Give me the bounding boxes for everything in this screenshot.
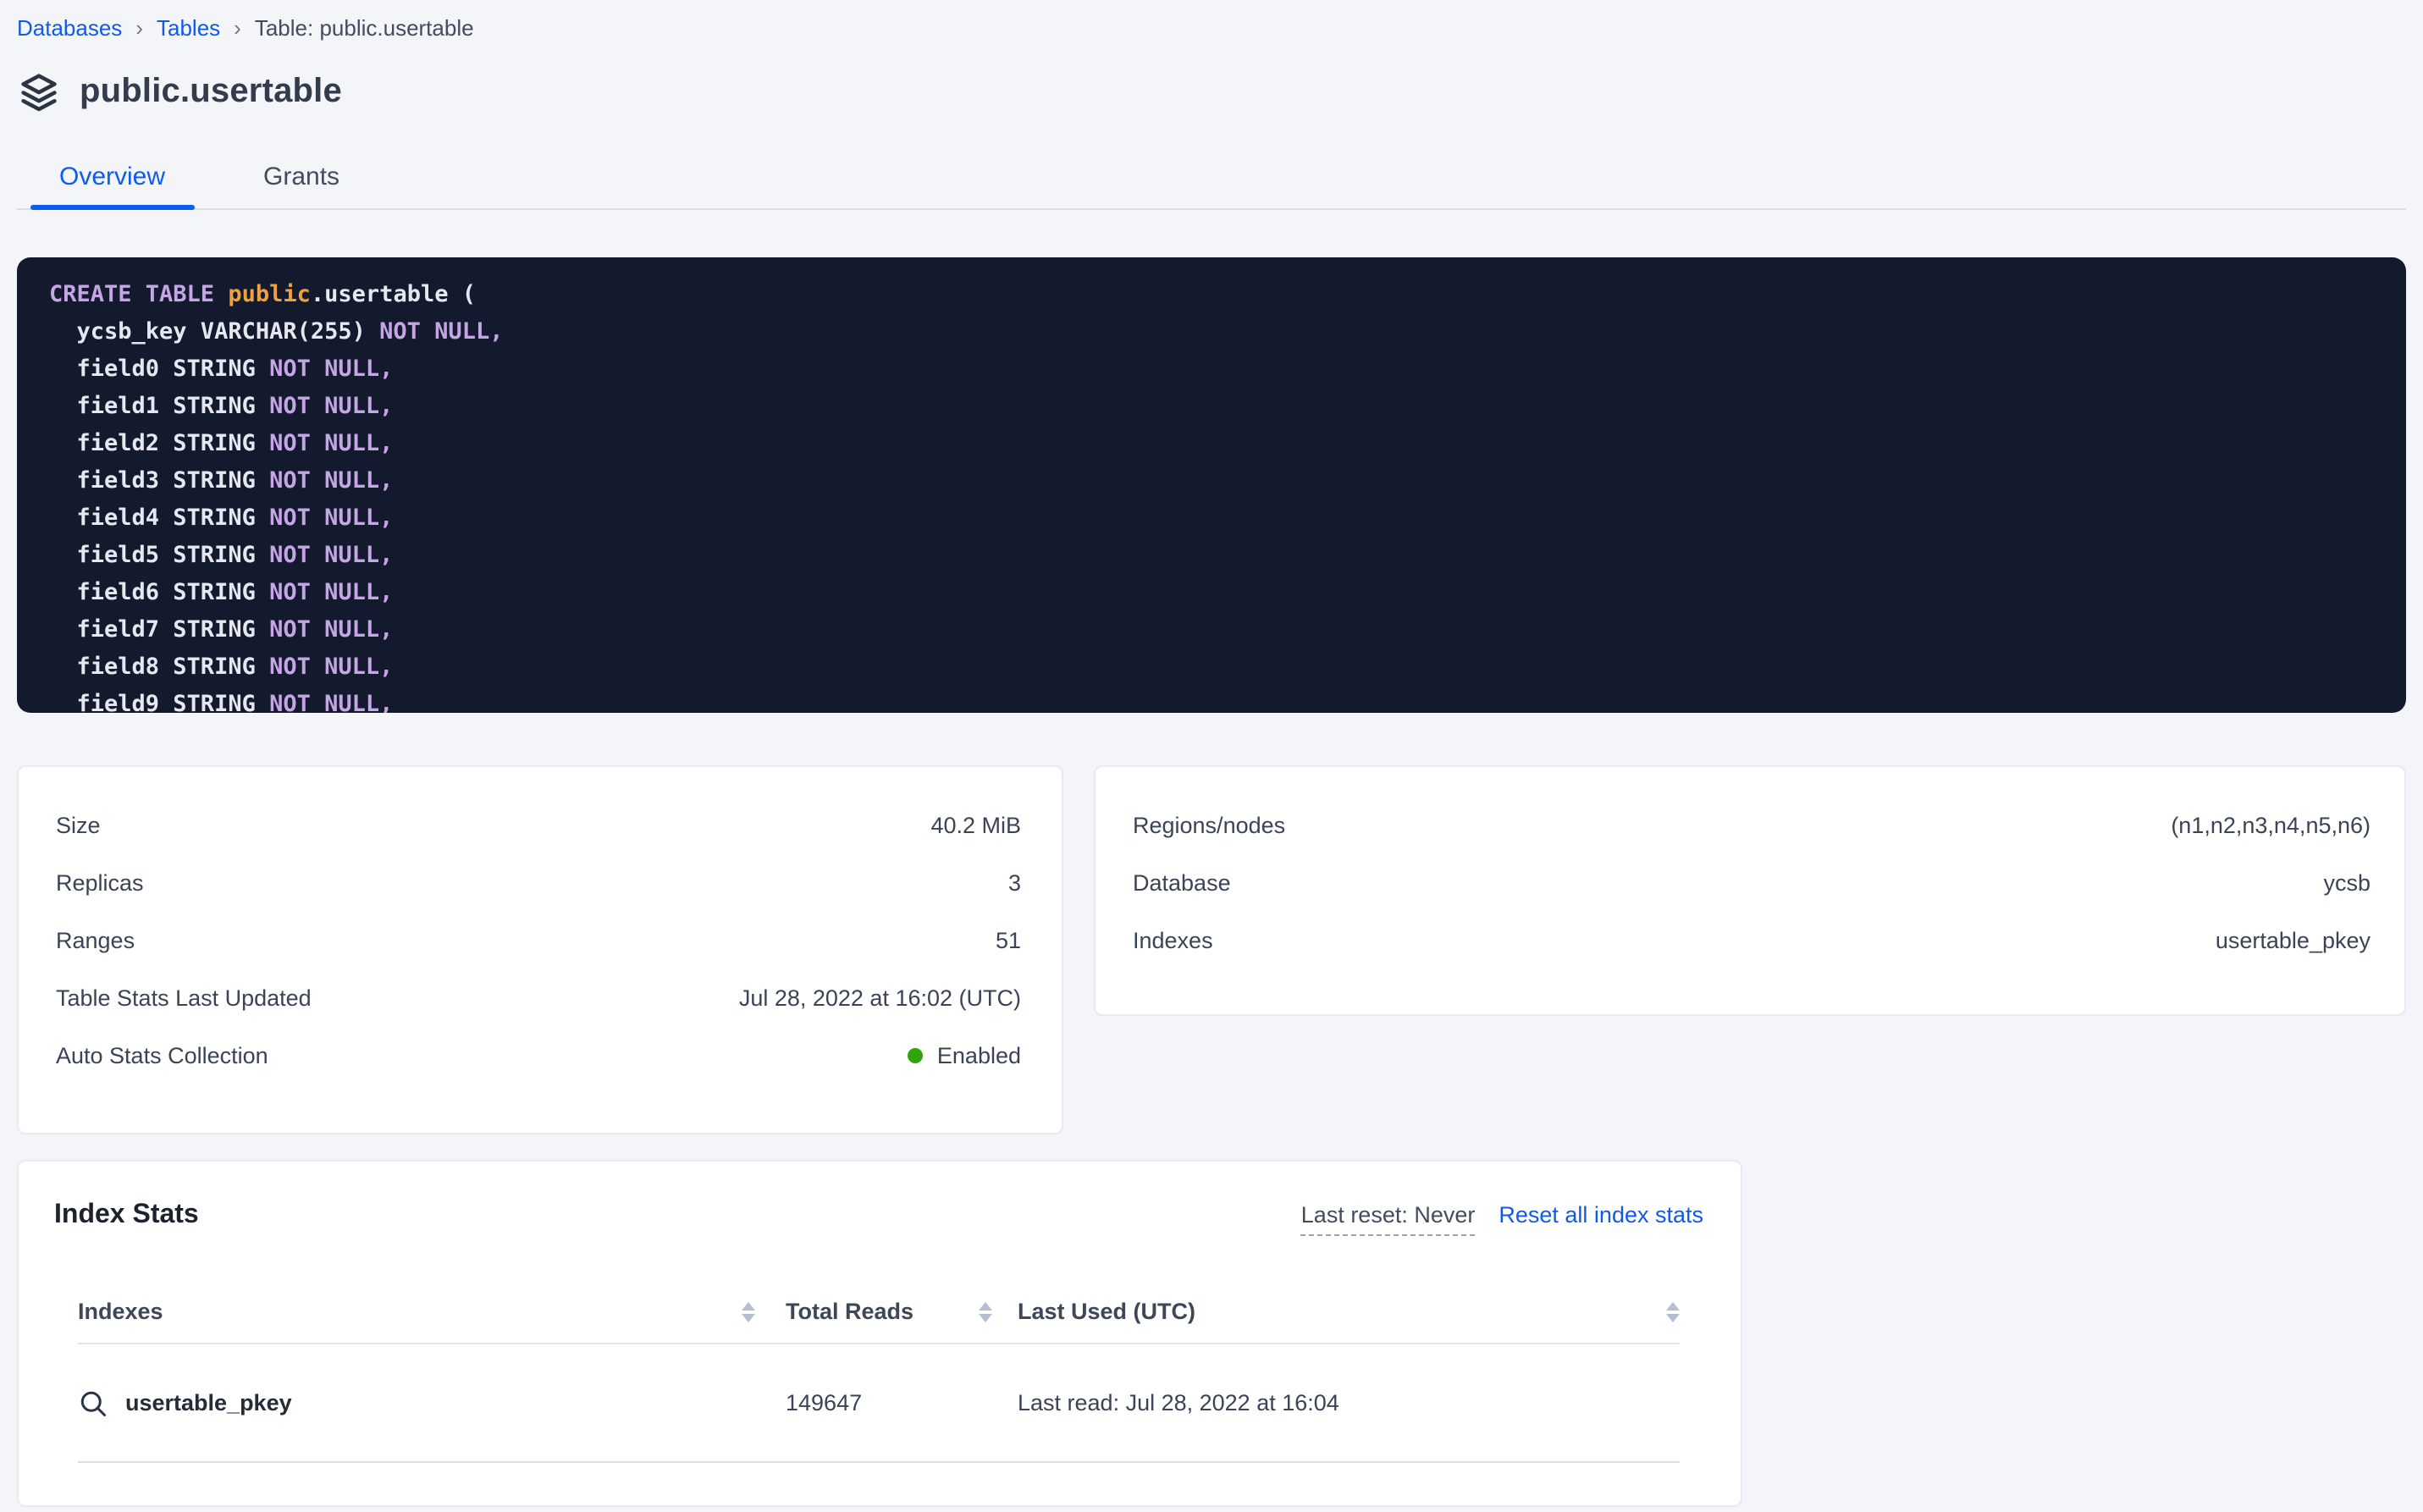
stat-value: 51 — [995, 927, 1021, 952]
stat-value: Enabled — [908, 1042, 1021, 1068]
stat-row: Table Stats Last Updated Jul 28, 2022 at … — [56, 968, 1021, 1026]
total-reads-value: 149647 — [786, 1390, 863, 1415]
stat-value: Jul 28, 2022 at 16:02 (UTC) — [738, 985, 1021, 1010]
last-reset-label: Last reset: Never — [1300, 1202, 1476, 1236]
reset-index-stats-link[interactable]: Reset all index stats — [1499, 1202, 1703, 1228]
sql-line: field9 STRING NOT NULL, — [49, 691, 394, 713]
stat-row: Regions/nodes (n1,n2,n3,n4,n5,n6) — [1133, 796, 2371, 853]
stat-label: Size — [56, 812, 101, 837]
column-header-last-used[interactable]: Last Used (UTC) — [1018, 1299, 1196, 1324]
sql-line: field7 STRING NOT NULL, — [49, 616, 394, 643]
index-stats-header: Index Stats Last reset: Never Reset all … — [19, 1162, 1741, 1236]
breadcrumb-link-tables[interactable]: Tables — [157, 14, 221, 40]
overview-stat-cards: Size 40.2 MiB Replicas 3 Ranges 51 Table Stats… — [17, 765, 2406, 1134]
stat-value: (n1,n2,n3,n4,n5,n6) — [2171, 812, 2371, 837]
stack-layers-icon — [21, 74, 57, 112]
tab-overview[interactable]: Overview — [30, 152, 194, 210]
breadcrumb-link-databases[interactable]: Databases — [17, 14, 123, 40]
sort-arrows-icon[interactable] — [1666, 1301, 1680, 1322]
sql-line: field1 STRING NOT NULL, — [49, 393, 394, 420]
stat-value: ycsb — [2323, 869, 2371, 895]
stat-label: Table Stats Last Updated — [56, 985, 312, 1010]
table-details-card: Regions/nodes (n1,n2,n3,n4,n5,n6) Database… — [1094, 765, 2406, 1016]
page-header: public.usertable — [17, 66, 2406, 117]
index-stats-table: Indexes Total Reads Last Used (UTC) user… — [78, 1280, 1680, 1463]
last-used-value: Last read: Jul 28, 2022 at 16:04 — [1018, 1390, 1339, 1415]
tab-bar: Overview Grants — [17, 152, 2406, 210]
stat-label: Database — [1133, 869, 1231, 895]
breadcrumb-separator-icon: › — [135, 14, 143, 40]
page-title: public.usertable — [80, 72, 342, 109]
stat-value: usertable_pkey — [2215, 927, 2371, 952]
stat-row: Ranges 51 — [56, 911, 1021, 968]
stat-row: Auto Stats Collection Enabled — [56, 1026, 1021, 1084]
sort-arrows-icon[interactable] — [742, 1301, 755, 1322]
status-dot-enabled — [908, 1047, 924, 1062]
stat-row: Replicas 3 — [56, 853, 1021, 911]
breadcrumb-separator-icon: › — [234, 14, 241, 40]
sql-line: field0 STRING NOT NULL, — [49, 356, 394, 383]
sql-line: field6 STRING NOT NULL, — [49, 579, 394, 606]
stat-row: Size 40.2 MiB — [56, 796, 1021, 853]
stat-value: 3 — [1007, 869, 1021, 895]
sort-arrows-icon[interactable] — [979, 1301, 992, 1322]
stat-row: Database ycsb — [1133, 853, 2371, 911]
column-header-total-reads[interactable]: Total Reads — [786, 1299, 914, 1324]
column-header-indexes[interactable]: Indexes — [78, 1299, 163, 1324]
breadcrumb: Databases › Tables › Table: public.usert… — [17, 0, 2406, 42]
index-stats-row[interactable]: usertable_pkey 149647 Last read: Jul 28, 2… — [78, 1344, 1680, 1463]
stat-label: Indexes — [1133, 927, 1213, 952]
create-table-sql-block: CREATE TABLE public.usertable ( ycsb_key… — [17, 257, 2406, 713]
index-stats-title: Index Stats — [54, 1200, 199, 1229]
sql-line: ycsb_key VARCHAR(255) NOT NULL, — [49, 318, 504, 345]
index-stats-actions: Last reset: Never Reset all index stats — [1300, 1202, 1703, 1236]
stat-label: Ranges — [56, 927, 135, 952]
stat-label: Regions/nodes — [1133, 812, 1286, 837]
sql-line: CREATE TABLE public.usertable ( — [49, 281, 476, 308]
sql-line: field3 STRING NOT NULL, — [49, 467, 394, 494]
stat-value: 40.2 MiB — [930, 812, 1021, 837]
sql-line: field5 STRING NOT NULL, — [49, 542, 394, 569]
index-name[interactable]: usertable_pkey — [125, 1390, 292, 1415]
sql-line: field8 STRING NOT NULL, — [49, 654, 394, 681]
tab-grants[interactable]: Grants — [263, 163, 340, 191]
magnifier-icon — [80, 1390, 106, 1415]
index-stats-table-header: Indexes Total Reads Last Used (UTC) — [78, 1280, 1680, 1344]
stat-label: Auto Stats Collection — [56, 1042, 268, 1068]
index-stats-table-body: usertable_pkey 149647 Last read: Jul 28, 2… — [78, 1344, 1680, 1463]
table-stats-card: Size 40.2 MiB Replicas 3 Ranges 51 Table Stats… — [17, 765, 1063, 1134]
breadcrumb-current: Table: public.usertable — [254, 14, 474, 40]
sql-line: field2 STRING NOT NULL, — [49, 430, 394, 457]
stat-row: Indexes usertable_pkey — [1133, 911, 2371, 968]
stat-label: Replicas — [56, 869, 144, 895]
index-stats-card: Index Stats Last reset: Never Reset all … — [17, 1160, 1742, 1507]
sql-line: field4 STRING NOT NULL, — [49, 505, 394, 532]
